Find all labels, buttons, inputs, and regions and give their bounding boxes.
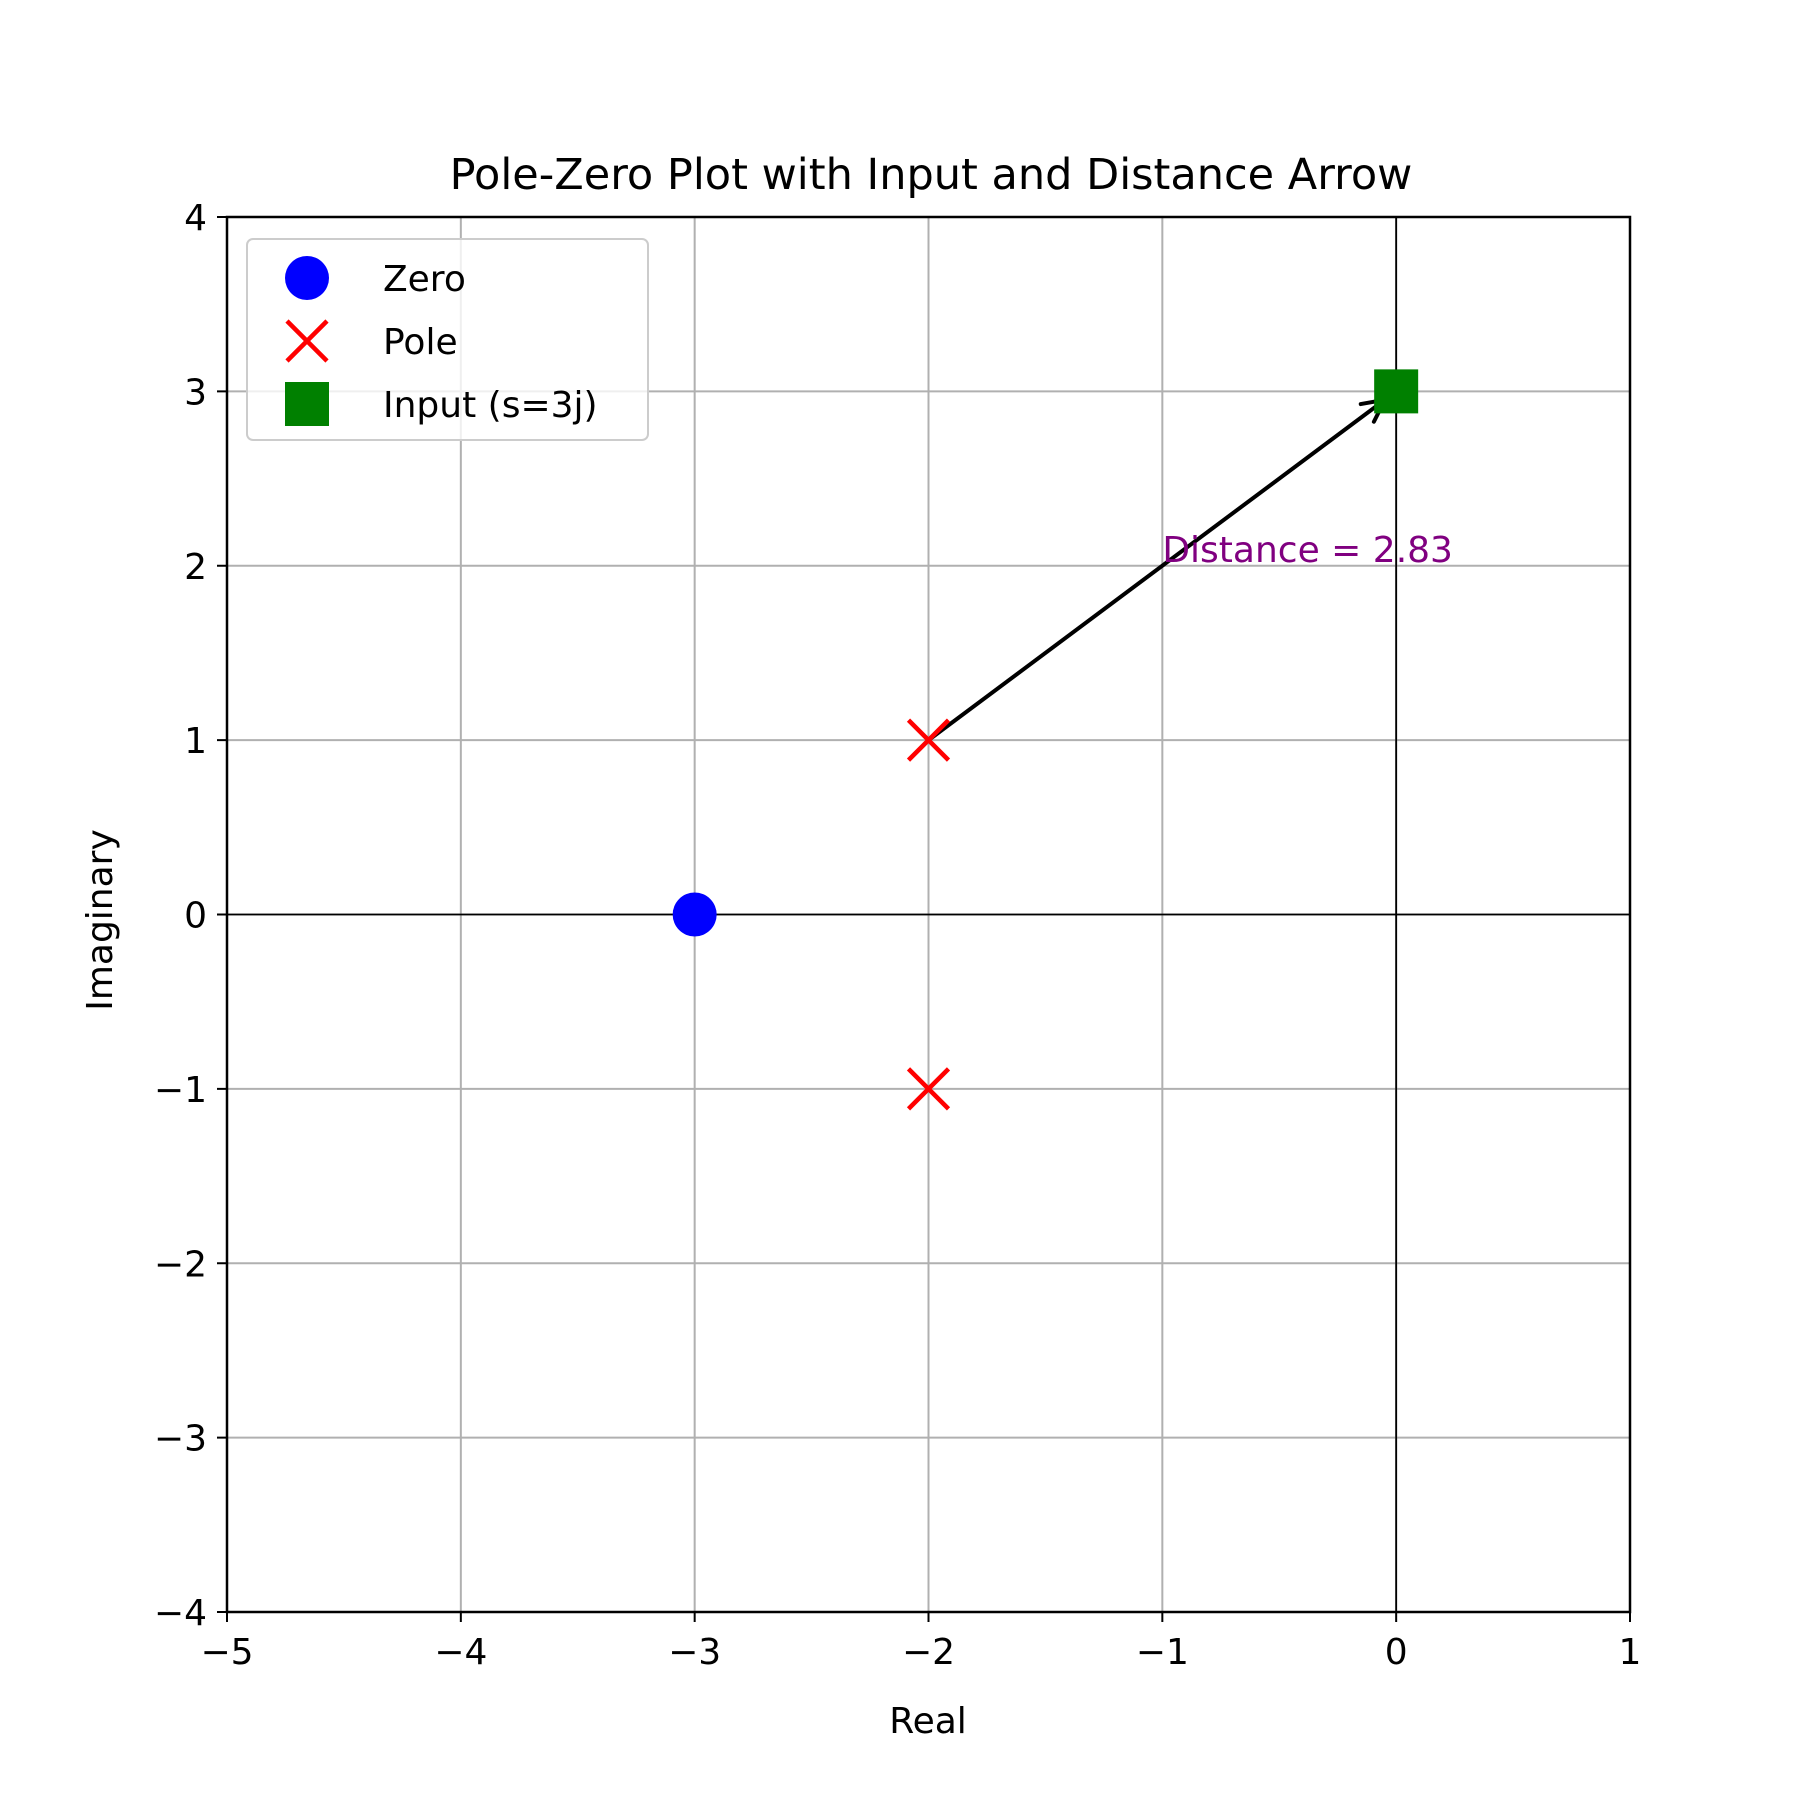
x-marker	[906, 718, 951, 762]
y-tick-label: −2	[154, 1244, 207, 1285]
legend-entries: Zero Pole Input (s=3j)	[285, 256, 598, 426]
x-stroke	[906, 1067, 951, 1111]
square-marker	[1374, 369, 1419, 414]
legend-label: Zero	[383, 259, 466, 300]
x-tick-label: −2	[902, 1632, 955, 1673]
x-marker	[906, 1067, 951, 1111]
x-tick-label: 0	[1385, 1632, 1408, 1673]
circle-marker	[672, 892, 717, 937]
x-tick-label: −1	[1136, 1632, 1189, 1673]
y-tick-label: −4	[154, 1593, 207, 1634]
reference-lines	[227, 217, 1630, 1612]
legend-box	[246, 238, 649, 441]
chart-title: Pole-Zero Plot with Input and Distance A…	[450, 150, 1413, 200]
y-tick-label: 0	[184, 896, 207, 937]
x-tick-label: −5	[200, 1632, 253, 1673]
legend-circle-marker	[285, 256, 329, 300]
x-tick-label: 1	[1619, 1632, 1642, 1673]
data-markers	[672, 369, 1419, 1111]
y-tick-label: 4	[184, 198, 207, 239]
arrow-shaft	[926, 397, 1387, 743]
y-tick-label: −3	[154, 1419, 207, 1460]
legend: Zero Pole Input (s=3j)	[246, 238, 649, 441]
x-axis-label: Real	[889, 1701, 967, 1742]
y-tick-label: 1	[184, 721, 207, 762]
y-tick-label: 3	[184, 372, 207, 413]
x-stroke	[906, 718, 951, 762]
legend-label: Pole	[383, 322, 458, 363]
x-tick-label: −4	[434, 1632, 487, 1673]
y-tick-label: 2	[184, 547, 207, 588]
distance-annotation: Distance = 2.83	[1162, 530, 1453, 571]
x-tick-label: −3	[668, 1632, 721, 1673]
y-axis-label: Imaginary	[80, 829, 121, 1011]
y-tick-label: −1	[154, 1070, 207, 1111]
legend-label: Input (s=3j)	[383, 385, 598, 426]
legend-square-marker	[285, 382, 329, 426]
x-stroke	[285, 319, 329, 363]
legend-x-marker	[285, 319, 329, 363]
